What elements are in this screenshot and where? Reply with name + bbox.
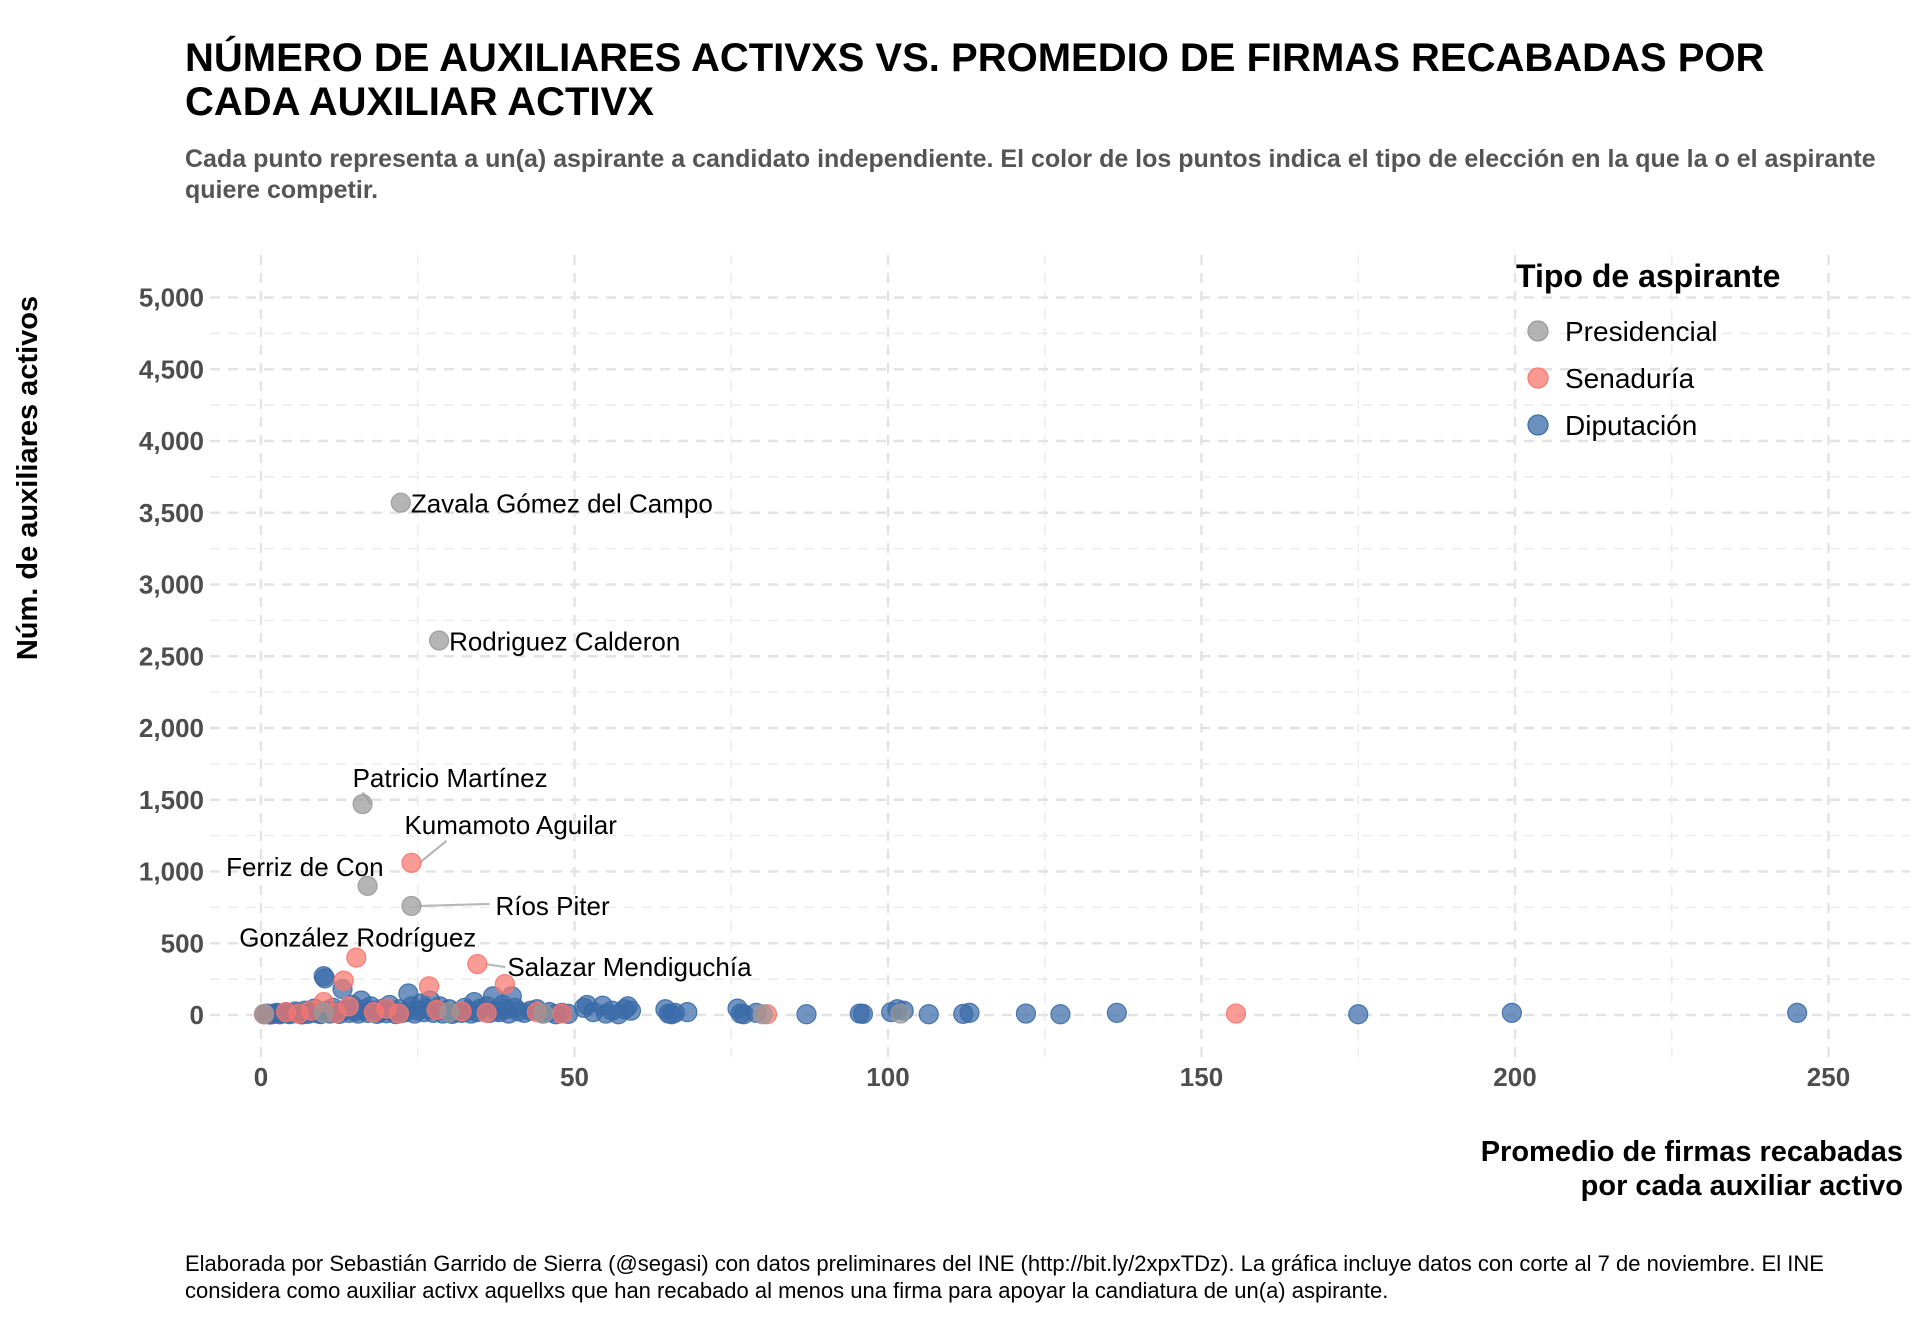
legend-swatch	[1527, 367, 1549, 389]
point-label: Salazar Mendiguchía	[507, 952, 752, 982]
data-point	[1348, 1004, 1369, 1025]
data-point	[313, 1002, 334, 1023]
y-tick-label: 2,000	[139, 713, 204, 743]
y-axis-title: Núm. de auxiliares activos	[12, 296, 44, 660]
data-point	[314, 968, 336, 989]
y-axis-ticks: 0 500 1,000 1,500 2,000 2,500 3,000 3,500 4,000 4…	[139, 283, 204, 1031]
x-tick-label: 100	[866, 1062, 909, 1092]
data-point	[333, 970, 354, 991]
x-tick-label: 200	[1493, 1062, 1536, 1092]
x-axis-ticks: 0 50 100 150 200 250	[254, 1062, 1850, 1092]
point-label: Kumamoto Aguilar	[404, 810, 617, 840]
legend-label: Senaduría	[1565, 363, 1695, 394]
y-tick-label: 3,500	[139, 498, 204, 528]
data-point	[346, 947, 367, 968]
data-point	[533, 1003, 554, 1024]
point-label: Zavala Gómez del Campo	[411, 489, 713, 519]
data-point	[1787, 1002, 1808, 1023]
data-point	[352, 793, 373, 815]
y-tick-label: 5,000	[139, 283, 204, 313]
data-point	[1501, 1002, 1522, 1023]
annotation-leader	[418, 840, 448, 864]
data-point	[401, 852, 422, 873]
data-point	[357, 875, 378, 896]
y-tick-label: 3,000	[139, 570, 204, 600]
y-tick-label: 1,500	[139, 785, 204, 815]
data-point	[338, 996, 359, 1017]
data-point	[752, 1004, 773, 1025]
series-presidencial	[254, 492, 911, 1025]
data-point	[1106, 1002, 1127, 1023]
chart-title: NÚMERO DE AUXILIARES ACTIVXS VS. PROMEDI…	[185, 36, 1765, 124]
data-point	[390, 492, 411, 513]
data-point	[1050, 1004, 1071, 1025]
x-axis-title-line-2: por cada auxiliar activo	[1581, 1170, 1903, 1202]
y-tick-label: 4,000	[139, 426, 204, 456]
data-point	[388, 1003, 410, 1024]
x-axis-title-line-1: Promedio de firmas recabadas	[1481, 1136, 1903, 1168]
legend-label: Diputación	[1565, 410, 1697, 441]
point-label: Ríos Piter	[495, 891, 609, 921]
y-tick-label: 2,500	[139, 641, 204, 671]
data-point	[254, 1003, 275, 1024]
data-point	[620, 1000, 642, 1021]
y-tick-label: 1,000	[139, 857, 204, 887]
data-point	[890, 1003, 911, 1024]
annotation-leader	[419, 902, 490, 908]
legend-swatch	[1527, 414, 1549, 436]
x-tick-label: 50	[560, 1062, 589, 1092]
data-point	[439, 1002, 460, 1023]
legend: Tipo de aspirante Presidencial Senaduría D…	[1516, 258, 1780, 441]
data-point	[677, 1002, 698, 1023]
legend-title: Tipo de aspirante	[1516, 258, 1780, 294]
data-point	[1225, 1003, 1247, 1024]
data-point	[959, 1002, 980, 1023]
y-tick-label: 500	[161, 928, 204, 958]
legend-label: Presidencial	[1565, 316, 1718, 347]
x-tick-label: 250	[1807, 1062, 1850, 1092]
chart-subtitle: Cada punto representa a un(a) aspirante …	[185, 145, 1876, 204]
legend-swatch	[1527, 320, 1549, 342]
point-label: Patricio Martínez	[353, 763, 548, 793]
chart-caption: Elaborada por Sebastián Garrido de Sierr…	[185, 1251, 1824, 1303]
data-point	[428, 630, 450, 651]
data-point	[852, 1003, 874, 1024]
data-point	[401, 895, 422, 917]
data-point	[1015, 1003, 1037, 1024]
point-label: Rodriguez Calderon	[449, 626, 680, 656]
data-point	[918, 1004, 939, 1025]
y-tick-label: 4,500	[139, 354, 204, 384]
data-point	[467, 953, 488, 975]
data-point	[476, 1002, 497, 1023]
point-label: González Rodríguez	[239, 923, 476, 953]
annotation-leader	[485, 962, 506, 969]
x-tick-label: 0	[254, 1062, 268, 1092]
y-tick-label: 0	[190, 1000, 204, 1030]
data-point	[494, 974, 516, 995]
data-point	[796, 1004, 817, 1025]
data-point	[551, 1003, 573, 1024]
point-annotations: Zavala Gómez del Campo Rodriguez Calderon…	[226, 489, 752, 982]
data-points	[254, 492, 1808, 1025]
point-label: Ferriz de Con	[226, 852, 384, 882]
data-point	[418, 976, 440, 997]
x-tick-label: 150	[1180, 1062, 1223, 1092]
